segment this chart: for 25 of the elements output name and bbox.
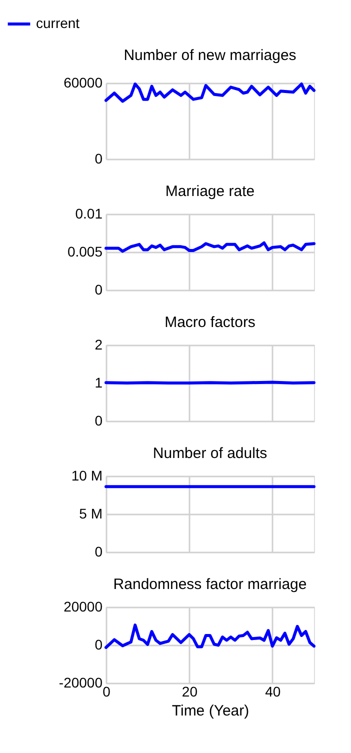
y-tick-label: 0 <box>94 150 103 166</box>
y-tick-label: 5 M <box>79 506 102 522</box>
x-axis-title: Time (Year) <box>172 702 250 720</box>
y-tick-label: 0 <box>94 282 103 298</box>
y-tick-label: 1 <box>94 374 103 390</box>
y-tick-label: 60000 <box>64 74 103 90</box>
x-tick-label: 40 <box>265 684 281 700</box>
y-tick-label: 20000 <box>64 598 103 614</box>
line-series <box>104 241 316 253</box>
y-tick-label: 0 <box>94 636 103 652</box>
chart-title: Macro factors <box>164 314 256 331</box>
y-tick-label: 0.005 <box>67 244 103 260</box>
chart-title: Marriage rate <box>165 183 255 200</box>
y-tick-label: 0 <box>94 412 103 428</box>
y-tick-label: 10 M <box>71 468 102 484</box>
y-tick-label: -20000 <box>58 674 103 690</box>
chart-title: Number of new marriages <box>124 47 296 64</box>
y-tick-label: 2 <box>94 336 103 352</box>
x-tick-label: 20 <box>182 684 198 700</box>
y-tick-label: 0 <box>94 544 103 560</box>
chart-title: Number of adults <box>152 445 268 462</box>
legend-label: current <box>36 15 80 31</box>
chart-title: Randomness factor marriage <box>113 576 307 593</box>
line-series <box>104 624 316 649</box>
y-tick-label: 0.01 <box>75 206 103 222</box>
